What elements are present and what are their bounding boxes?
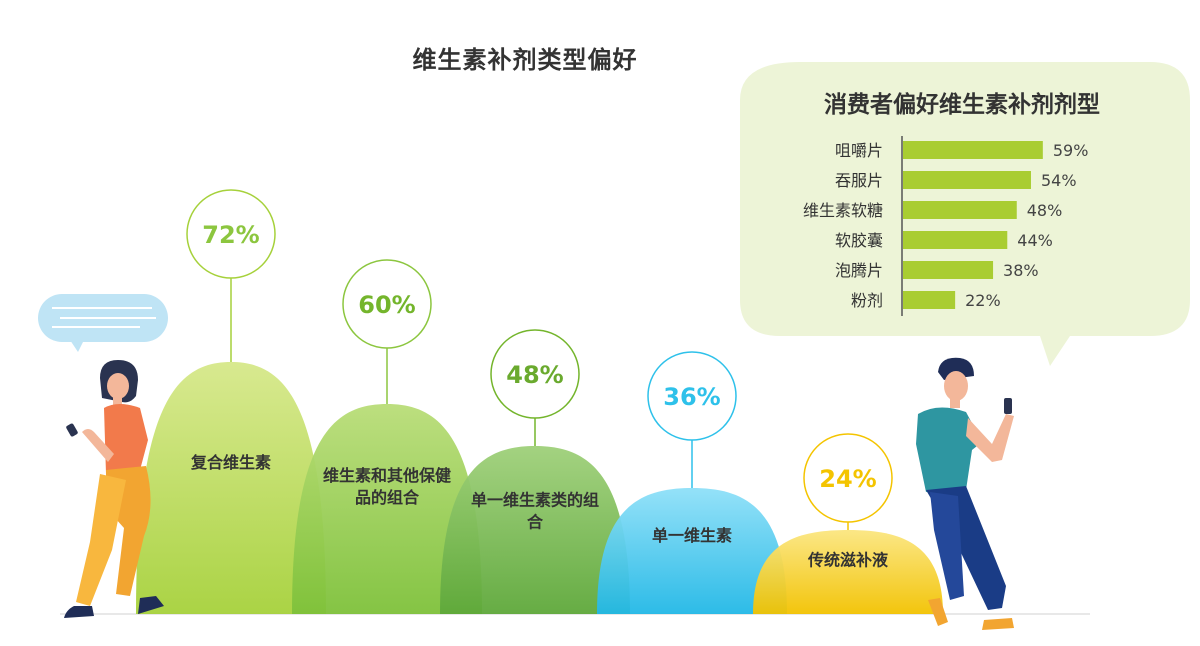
bubble-chart-title: 消费者偏好维生素补剂剂型 xyxy=(824,91,1100,118)
man-with-phone-illustration xyxy=(916,357,1014,630)
mountain-bar xyxy=(136,362,326,614)
category-label: 单一维生素类的组 xyxy=(471,491,599,510)
category-label: 传统滋补液 xyxy=(807,550,889,569)
hbar-value-label: 59% xyxy=(1053,141,1089,160)
value-label: 60% xyxy=(358,291,415,319)
hbar xyxy=(903,201,1017,219)
hbar-category-label: 粉剂 xyxy=(851,291,883,310)
hbar xyxy=(903,291,956,309)
mountain-bar xyxy=(292,404,482,614)
value-circle xyxy=(647,351,737,441)
value-label: 48% xyxy=(506,361,563,389)
value-circle xyxy=(803,433,893,523)
hbar-value-label: 44% xyxy=(1017,231,1053,250)
hbar-value-label: 38% xyxy=(1003,261,1039,280)
hbar-value-label: 54% xyxy=(1041,171,1077,190)
mountain-bar xyxy=(753,530,943,614)
horizontal-bar-layer: 咀嚼片 59% 吞服片 54% 维生素软糖 48% 软胶囊 44% 泡腾片 38% 粉剂 22% xyxy=(803,141,1088,310)
category-label: 复合维生素 xyxy=(190,453,271,472)
category-label: 单一维生素 xyxy=(652,526,732,545)
mountain-bar xyxy=(597,488,787,614)
hbar-category-label: 吞服片 xyxy=(835,171,883,190)
hbar xyxy=(903,231,1008,249)
chat-bubble-icon xyxy=(38,294,168,352)
category-label: 维生素和其他保健 xyxy=(323,466,451,485)
value-circle xyxy=(490,329,580,419)
category-label: 合 xyxy=(527,513,544,532)
hbar-category-label: 维生素软糖 xyxy=(803,201,883,220)
woman-with-phone-illustration xyxy=(64,360,164,618)
value-circle xyxy=(186,189,276,279)
value-label: 72% xyxy=(202,221,259,249)
mountain-bar xyxy=(440,446,630,614)
connector-layer xyxy=(230,278,849,530)
hbar xyxy=(903,171,1031,189)
hbar-category-label: 咀嚼片 xyxy=(835,141,883,160)
circle-layer: 72% 60% 48% 36% 24% xyxy=(186,189,893,523)
hbar-value-label: 22% xyxy=(965,291,1001,310)
hbar-value-label: 48% xyxy=(1027,201,1063,220)
mountain-layer xyxy=(136,362,943,614)
value-label: 36% xyxy=(663,383,720,411)
hbar-category-label: 泡腾片 xyxy=(835,261,883,280)
hbar xyxy=(903,261,994,279)
value-label: 24% xyxy=(819,465,876,493)
category-label: 品的组合 xyxy=(355,488,420,507)
hbar-category-label: 软胶囊 xyxy=(835,231,883,250)
page-title: 维生素补剂类型偏好 xyxy=(412,46,638,74)
hbar xyxy=(903,141,1043,159)
value-circle xyxy=(342,259,432,349)
